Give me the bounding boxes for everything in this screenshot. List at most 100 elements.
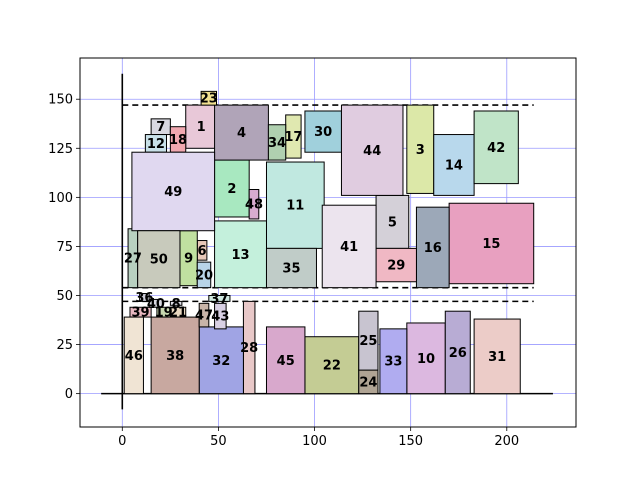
block-label-14: 14 — [445, 158, 463, 173]
block-36 — [139, 293, 150, 302]
x-tick-label: 0 — [118, 434, 126, 449]
axes-frame — [79, 57, 577, 428]
y-tick-label: 150 — [48, 93, 73, 108]
y-tick-label: 25 — [56, 338, 73, 353]
block-38 — [150, 316, 200, 395]
x-tick-label: 50 — [210, 434, 227, 449]
block-label-5: 5 — [388, 215, 397, 230]
block-label-22: 22 — [323, 359, 341, 374]
y-tick-label: 125 — [48, 142, 73, 157]
block-34 — [267, 124, 287, 161]
block-5 — [375, 194, 410, 249]
block-label-23: 23 — [200, 92, 218, 107]
block-label-19: 19 — [155, 306, 173, 321]
block-23 — [200, 90, 217, 106]
block-label-42: 42 — [487, 141, 505, 156]
block-label-30: 30 — [314, 125, 332, 140]
block-label-41: 41 — [340, 240, 358, 255]
block-label-11: 11 — [286, 199, 304, 214]
block-49 — [131, 151, 216, 232]
block-label-16: 16 — [424, 241, 442, 256]
block-label-46: 46 — [125, 349, 143, 364]
x-tick-label: 150 — [398, 434, 423, 449]
block-label-9: 9 — [184, 252, 193, 267]
block-label-38: 38 — [166, 349, 184, 364]
block-label-18: 18 — [169, 133, 187, 148]
block-50 — [137, 230, 181, 289]
block-48 — [248, 189, 260, 220]
block-label-48: 48 — [245, 198, 263, 213]
block-label-50: 50 — [150, 253, 168, 268]
block-43 — [214, 302, 227, 330]
block-20 — [196, 261, 212, 289]
block-label-27: 27 — [124, 252, 142, 267]
block-label-8: 8 — [172, 297, 181, 312]
y-tick-labels: 0 25 50 75 100 125 150 — [48, 93, 80, 402]
x-tick-labels: 0 50 100 150 200 — [118, 427, 519, 449]
block-47 — [198, 302, 210, 328]
block-32 — [198, 326, 244, 395]
block-label-26: 26 — [449, 346, 467, 361]
block-label-20: 20 — [195, 268, 213, 283]
block-label-40: 40 — [147, 297, 165, 312]
block-33 — [379, 328, 408, 395]
block-40 — [148, 298, 164, 308]
block-14 — [433, 134, 475, 196]
block-label-4: 4 — [237, 126, 246, 141]
x-tick-label: 200 — [494, 434, 519, 449]
block-25 — [358, 310, 379, 371]
blocks — [123, 90, 535, 395]
block-label-21: 21 — [169, 306, 187, 321]
block-label-44: 44 — [363, 144, 381, 159]
block-label-33: 33 — [384, 355, 402, 370]
block-37 — [208, 294, 231, 302]
block-2 — [214, 159, 250, 218]
block-label-3: 3 — [416, 143, 425, 158]
block-4 — [214, 104, 269, 161]
y-tick-label: 75 — [56, 240, 73, 255]
block-label-35: 35 — [282, 262, 300, 277]
block-label-29: 29 — [387, 259, 405, 274]
block-label-28: 28 — [240, 341, 258, 356]
block-label-12: 12 — [147, 137, 165, 152]
block-35 — [265, 247, 317, 289]
block-label-37: 37 — [210, 292, 228, 307]
block-label-17: 17 — [284, 130, 302, 145]
block-44 — [340, 104, 404, 196]
y-tick-label: 0 — [65, 387, 73, 402]
block-label-6: 6 — [198, 244, 207, 259]
block-label-10: 10 — [417, 352, 435, 367]
x-tick-label: 100 — [302, 434, 327, 449]
block-13 — [214, 220, 267, 289]
block-11 — [265, 161, 325, 249]
block-label-13: 13 — [231, 248, 249, 263]
block-label-39: 39 — [132, 306, 150, 321]
block-label-49: 49 — [164, 185, 182, 200]
block-label-25: 25 — [359, 334, 377, 349]
block-1 — [185, 104, 217, 149]
block-label-43: 43 — [211, 310, 229, 325]
block-label-1: 1 — [197, 120, 206, 135]
block-label-47: 47 — [195, 309, 213, 324]
block-label-34: 34 — [268, 136, 286, 151]
block-15 — [448, 202, 535, 285]
block-label-15: 15 — [482, 237, 500, 252]
block-29 — [375, 247, 417, 283]
block-3 — [406, 104, 435, 194]
block-26 — [444, 310, 471, 395]
block-22 — [304, 336, 360, 395]
y-tick-label: 100 — [48, 191, 73, 206]
block-42 — [473, 110, 519, 185]
block-16 — [415, 206, 450, 289]
block-label-32: 32 — [212, 354, 230, 369]
block-label-36: 36 — [135, 291, 153, 306]
block-45 — [265, 326, 306, 395]
block-31 — [473, 318, 521, 395]
block-label-2: 2 — [227, 182, 236, 197]
block-8 — [169, 300, 183, 306]
block-label-31: 31 — [488, 350, 506, 365]
block-10 — [406, 322, 446, 395]
block-labels: 1234567891011121314151617181920212223242… — [124, 92, 506, 391]
block-label-45: 45 — [277, 354, 295, 369]
